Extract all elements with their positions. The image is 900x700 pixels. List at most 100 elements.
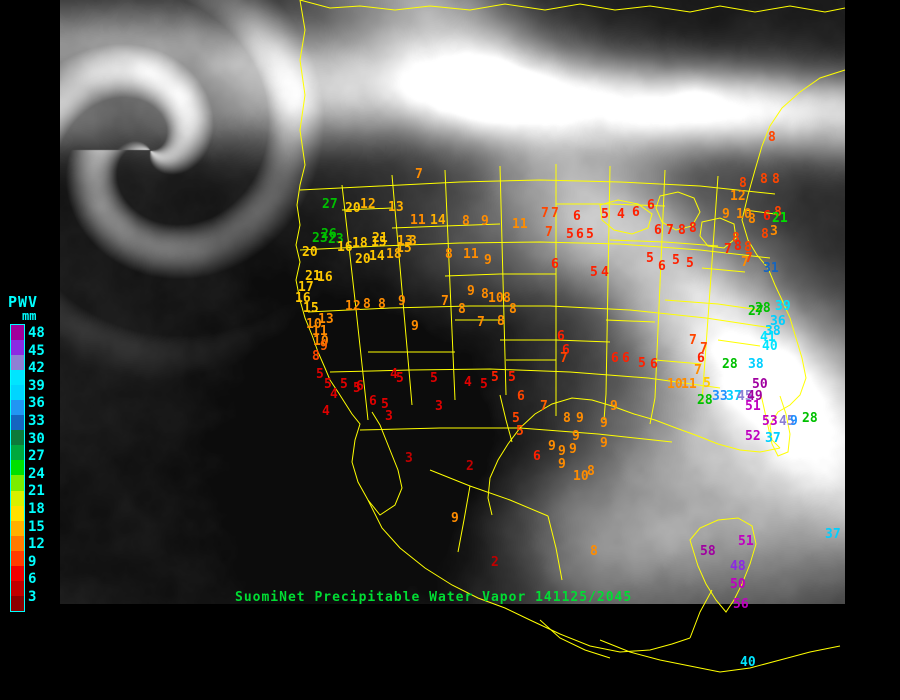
colorbar-swatch bbox=[11, 520, 24, 536]
pwv-station-value: 9 bbox=[790, 414, 798, 429]
pwv-station-value: 9 bbox=[722, 207, 730, 222]
geographic-boundary bbox=[609, 239, 719, 247]
pwv-station-value: 58 bbox=[700, 544, 716, 559]
pwv-station-value: 4 bbox=[601, 265, 609, 280]
pwv-station-value: 14 bbox=[369, 249, 385, 264]
pwv-station-value: 13 bbox=[318, 312, 334, 327]
geographic-boundary bbox=[689, 517, 757, 613]
geographic-boundary bbox=[603, 393, 607, 421]
pwv-station-value: 38 bbox=[748, 357, 764, 372]
pwv-station-value: 8 bbox=[497, 314, 505, 329]
pwv-station-value: 8 bbox=[748, 212, 756, 227]
pwv-station-value: 5 bbox=[480, 377, 488, 392]
pwv-station-value: 8 bbox=[732, 231, 740, 246]
colorbar-tick-label: 21 bbox=[28, 483, 45, 500]
pwv-station-value: 5 bbox=[512, 411, 520, 426]
pwv-station-value: 6 bbox=[573, 209, 581, 224]
pwv-station-value: 5 bbox=[340, 377, 348, 392]
pwv-station-value: 11 bbox=[410, 213, 426, 228]
colorbar-swatch bbox=[11, 415, 24, 431]
pwv-station-value: 40 bbox=[740, 655, 756, 670]
pwv-station-value: 6 bbox=[551, 257, 559, 272]
pwv-station-value: 8 bbox=[768, 130, 776, 145]
geographic-boundary bbox=[699, 217, 737, 249]
geographic-boundary bbox=[391, 174, 413, 406]
pwv-station-value: 8 bbox=[462, 214, 470, 229]
geographic-boundary bbox=[599, 199, 653, 235]
pwv-station-value: 8 bbox=[378, 297, 386, 312]
pwv-station-value: 51 bbox=[738, 534, 754, 549]
pwv-station-value: 6 bbox=[369, 394, 377, 409]
colorbar-swatch bbox=[11, 325, 24, 341]
geographic-boundary bbox=[487, 397, 781, 516]
pwv-station-value: 8 bbox=[734, 239, 742, 254]
pwv-station-value: 23 bbox=[328, 232, 344, 247]
pwv-station-value: 28 bbox=[755, 301, 771, 316]
pwv-station-value: 18 bbox=[352, 236, 368, 251]
colorbar-swatch bbox=[11, 460, 24, 476]
pwv-station-value: 8 bbox=[563, 411, 571, 426]
colorbar-swatch bbox=[11, 370, 24, 386]
pwv-station-value: 5 bbox=[353, 381, 361, 396]
pwv-station-value: 7 bbox=[545, 225, 553, 240]
geographic-boundary bbox=[599, 639, 841, 673]
pwv-station-value: 8 bbox=[760, 172, 768, 187]
pwv-station-value: 16 bbox=[337, 240, 353, 255]
geographic-boundary bbox=[654, 359, 703, 365]
geographic-boundary bbox=[329, 368, 721, 389]
colorbar-swatch bbox=[11, 565, 24, 581]
pwv-station-value: 2 bbox=[466, 459, 474, 474]
colorbar-swatch bbox=[11, 595, 24, 611]
pwv-station-value: 6 bbox=[533, 449, 541, 464]
geographic-boundary bbox=[547, 515, 563, 581]
pwv-station-value: 36 bbox=[770, 314, 786, 329]
pwv-station-value: 39 bbox=[775, 299, 791, 314]
pwv-station-value: 9 bbox=[576, 411, 584, 426]
pwv-station-value: 5 bbox=[491, 370, 499, 385]
pwv-station-value: 6 bbox=[557, 329, 565, 344]
geographic-boundary bbox=[701, 175, 719, 403]
pwv-station-value: 5 bbox=[508, 370, 516, 385]
pwv-station-value: 4 bbox=[330, 387, 338, 402]
pwv-station-value: 10 bbox=[736, 207, 752, 222]
pwv-station-value: 3 bbox=[385, 409, 393, 424]
pwv-station-value: 7 bbox=[560, 351, 568, 366]
image-caption: SuomiNet Precipitable Water Vapor 141125… bbox=[235, 590, 633, 605]
pwv-station-value: 8 bbox=[363, 297, 371, 312]
geographic-boundary bbox=[295, 0, 403, 516]
pwv-station-value: 9 bbox=[411, 319, 419, 334]
pwv-station-value: 4 bbox=[464, 375, 472, 390]
geographic-boundary bbox=[605, 319, 656, 323]
colorbar-tick-label: 3 bbox=[28, 589, 37, 605]
pwv-station-value: 8 bbox=[445, 247, 453, 262]
geographic-boundary bbox=[299, 179, 776, 195]
colorbar-swatch bbox=[11, 505, 24, 521]
geographic-boundary bbox=[457, 485, 471, 553]
pwv-station-value: 53 bbox=[762, 414, 778, 429]
pwv-station-value: 4 bbox=[617, 207, 625, 222]
pwv-station-value: 40 bbox=[762, 339, 778, 354]
pwv-station-value: 11 bbox=[463, 247, 479, 262]
pwv-station-value: 6 bbox=[622, 351, 630, 366]
pwv-station-value: 51 bbox=[745, 399, 761, 414]
geographic-boundary bbox=[391, 223, 501, 229]
pwv-station-value: 20 bbox=[345, 201, 361, 216]
geographic-boundary bbox=[500, 339, 611, 343]
colorbar-swatch bbox=[11, 445, 24, 461]
colorbar-gradient bbox=[10, 324, 25, 612]
pwv-station-value: 7 bbox=[415, 167, 423, 182]
pwv-station-value: 12 bbox=[730, 189, 746, 204]
pwv-station-value: 18 bbox=[386, 247, 402, 262]
pwv-station-value: 5 bbox=[590, 265, 598, 280]
pwv-station-value: 37 bbox=[765, 431, 781, 446]
pwv-station-value: 10 bbox=[573, 469, 589, 484]
pwv-station-value: 5 bbox=[316, 367, 324, 382]
pwv-station-value: 49 bbox=[747, 389, 763, 404]
pwv-station-value: 8 bbox=[689, 221, 697, 236]
pwv-station-value: 12 bbox=[360, 197, 376, 212]
pwv-station-value: 50 bbox=[752, 377, 768, 392]
pwv-station-value: 8 bbox=[761, 227, 769, 242]
pwv-station-value: 16 bbox=[295, 291, 311, 306]
pwv-station-value: 6 bbox=[356, 379, 364, 394]
